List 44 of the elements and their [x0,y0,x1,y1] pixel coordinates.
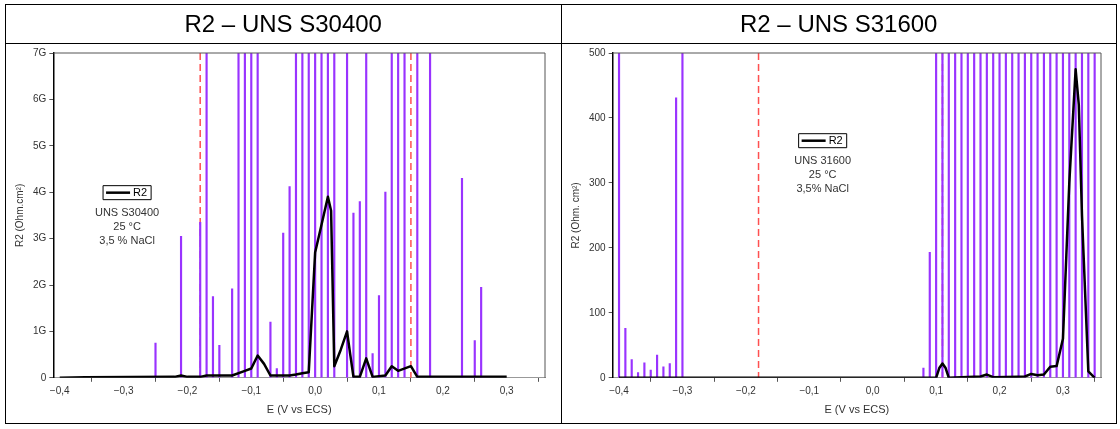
x-axis-title: E (V vs ECS) [823,403,889,416]
x-tick-label: 0,3 [1055,384,1070,396]
y-axis-title: R2 (Ohm.cm²) [13,183,25,248]
x-tick-label: −0,1 [241,384,262,396]
x-tick-label: −0,4 [608,384,629,396]
x-tick-label: 0,2 [435,384,451,396]
annotation: 3,5 % NaCl [99,233,155,246]
y-tick-label: 1G [33,325,47,337]
y-tick-label: 300 [588,176,606,188]
y-tick-label: 200 [588,241,606,253]
annotation: UNS 31600 [793,153,851,166]
y-tick-label: 2G [33,278,47,290]
x-tick-label: 0,3 [499,384,515,396]
y-tick-label: 400 [588,111,606,123]
x-tick-label: 0,1 [928,384,943,396]
annotation: UNS S30400 [94,205,160,218]
x-tick-label: 0,1 [372,384,387,396]
y-tick-label: 3G [33,232,47,244]
x-tick-label: 0,2 [992,384,1007,396]
annotation: 3,5% NaCl [795,181,849,194]
annotation: 25 °C [808,167,837,180]
x-tick-label: −0,4 [49,384,71,396]
chart-title: R2 – UNS S31600 [561,5,1116,44]
x-tick-label: −0,3 [113,384,134,396]
chart-title: R2 – UNS S30400 [6,5,561,44]
y-tick-label: 500 [588,46,606,58]
y-tick-label: 100 [588,306,606,318]
y-tick-label: 6G [33,93,47,105]
x-tick-label: −0,1 [798,384,820,396]
x-tick-label: 0,0 [865,384,880,396]
y-tick-label: 0 [40,371,47,383]
annotation: 25 °C [113,219,141,232]
x-axis-title: E (V vs ECS) [266,403,332,416]
x-tick-label: −0,2 [735,384,756,396]
y-tick-label: 0 [599,371,606,383]
x-tick-label: −0,2 [177,384,198,396]
x-tick-label: 0,0 [308,384,323,396]
y-tick-label: 7G [33,46,47,58]
y-axis-title: R2 (Ohm. cm²) [569,182,581,249]
legend-label: R2 [828,133,843,146]
legend-label: R2 [133,185,148,198]
y-tick-label: 4G [33,185,47,197]
x-tick-label: −0,3 [672,384,693,396]
y-tick-label: 5G [33,139,47,151]
